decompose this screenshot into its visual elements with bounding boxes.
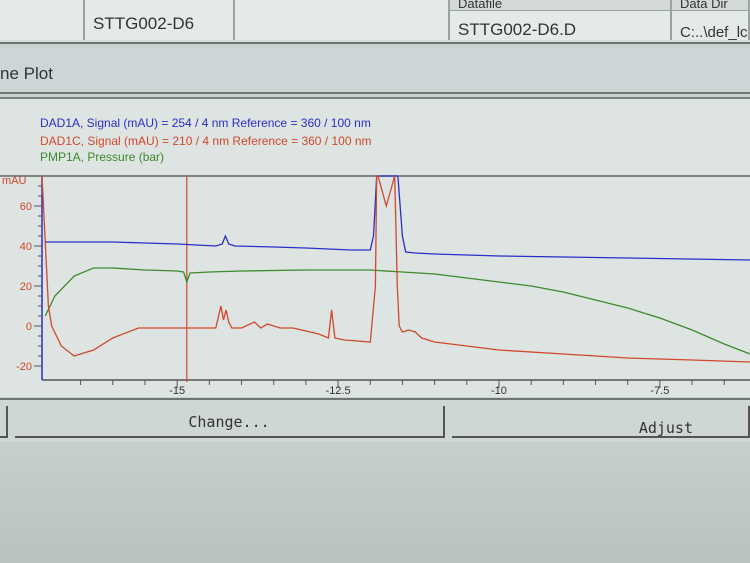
panel-title: ne Plot — [0, 64, 53, 83]
y-tick-label: 60 — [20, 201, 32, 213]
adjust-button[interactable]: Adjust — [452, 406, 750, 438]
plot-panel: DAD1A, Signal (mAU) = 254 / 4 nm Referen… — [0, 97, 750, 397]
sample-name-cell[interactable]: STTG002-D6 — [85, 0, 235, 40]
y-tick-label: 40 — [20, 241, 32, 253]
legend-dad1a: DAD1A, Signal (mAU) = 254 / 4 nm Referen… — [40, 116, 371, 130]
column-header-datafile[interactable]: Datafile — [450, 0, 672, 11]
y-tick-label: 20 — [20, 281, 32, 293]
x-tick-label: -15 — [169, 385, 185, 397]
plot-panel-header: ne Plot — [0, 48, 750, 94]
y-tick-label: 0 — [26, 321, 32, 333]
row-selector-cell[interactable] — [0, 0, 85, 40]
x-tick-label: -7.5 — [650, 385, 669, 397]
empty-cell[interactable] — [235, 0, 450, 40]
x-tick-label: -12.5 — [326, 385, 351, 397]
column-header-data-dir[interactable]: Data Dir — [672, 0, 750, 11]
series-dad1a-line — [45, 175, 750, 261]
y-tick-label: -20 — [16, 361, 32, 373]
chromatogram-chart[interactable]: mAU 60 40 20 0 -20 -15 -12.5 -10 -7.5 — [0, 170, 750, 398]
x-tick-label: -10 — [491, 385, 507, 397]
series-pmp1a-line — [44, 267, 750, 355]
legend-pmp1a: PMP1A, Pressure (bar) — [40, 150, 165, 164]
sample-table-row[interactable]: STTG002-D6 STTG002-D6.D C:..\def_lc Data… — [0, 0, 750, 44]
legend-dad1c: DAD1C, Signal (mAU) = 210 / 4 nm Referen… — [40, 134, 372, 148]
change-button[interactable]: Change... — [15, 406, 445, 438]
y-axis-label: mAU — [2, 175, 27, 187]
screen-bezel — [0, 442, 750, 563]
button-bar: Change... Adjust — [0, 398, 750, 444]
left-button-stub[interactable] — [0, 406, 8, 438]
series-dad1c-line — [41, 175, 750, 363]
